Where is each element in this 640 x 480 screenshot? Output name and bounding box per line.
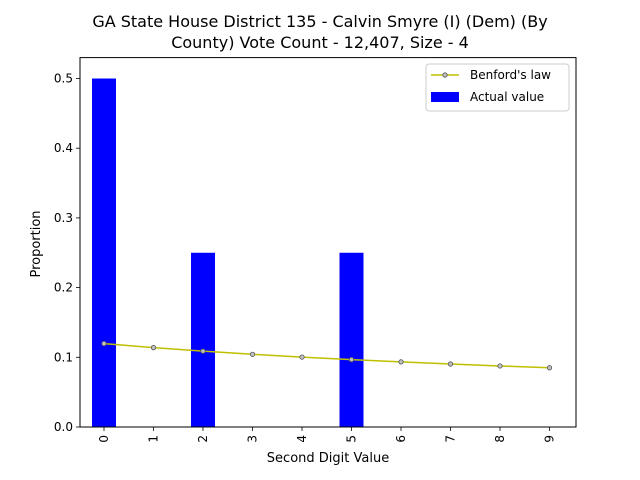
x-tick-label: 7	[444, 435, 458, 443]
bars-layer	[92, 78, 364, 428]
benford-point-8	[497, 363, 503, 369]
benford-point-9	[546, 365, 553, 371]
legend-bar-swatch	[431, 92, 459, 102]
benford-point-7	[447, 361, 454, 367]
bar-digit-2	[191, 252, 215, 427]
x-tick-label: 1	[147, 435, 161, 443]
y-tick-label: 0.4	[54, 141, 73, 155]
benford-line	[103, 342, 550, 369]
x-tick-label: 4	[295, 435, 309, 443]
legend: Benford's law Actual value	[425, 63, 570, 112]
y-tick-label: 0.5	[54, 72, 73, 86]
legend-label-benford: Benford's law	[470, 68, 551, 82]
legend-label-actual: Actual value	[470, 90, 544, 104]
legend-box	[425, 63, 570, 112]
y-axis-label: Proportion	[29, 210, 44, 277]
y-tick-label: 0.3	[54, 211, 73, 225]
chart-title-line-2: County) Vote Count - 12,407, Size - 4	[171, 33, 469, 52]
legend-marker-swatch	[442, 72, 448, 78]
benford-point-0	[101, 340, 107, 347]
y-tick-label: 0.2	[54, 281, 73, 295]
ticks-layer: 0 1 2 3 4 5 6 7 8 9 0.0 0.1 0.2 0.3 0.4 0.5	[54, 72, 557, 443]
chart-title-line-1: GA State House District 135 - Calvin Smy…	[92, 12, 548, 31]
benford-point-6	[398, 359, 404, 365]
y-tick-label: 0.1	[54, 350, 73, 364]
x-tick-label: 2	[196, 435, 210, 443]
benford-point-3	[249, 351, 256, 357]
benford-point-2	[200, 348, 206, 354]
x-tick-label: 0	[97, 435, 111, 443]
bar-digit-0	[92, 78, 116, 428]
x-tick-label: 8	[493, 435, 507, 443]
benford-line-layer	[101, 340, 553, 371]
bar-digit-5	[339, 252, 364, 427]
x-tick-label: 5	[345, 435, 359, 443]
benford-point-1	[150, 345, 157, 351]
benford-point-5	[348, 357, 355, 363]
benford-point-4	[299, 354, 305, 360]
x-tick-label: 6	[394, 435, 408, 443]
x-axis-label: Second Digit Value	[267, 451, 389, 466]
axes-layer	[79, 57, 577, 428]
plot-frame	[79, 57, 577, 428]
y-tick-label: 0.0	[54, 420, 73, 434]
x-tick-label: 9	[543, 435, 557, 443]
x-tick-label: 3	[246, 435, 260, 443]
